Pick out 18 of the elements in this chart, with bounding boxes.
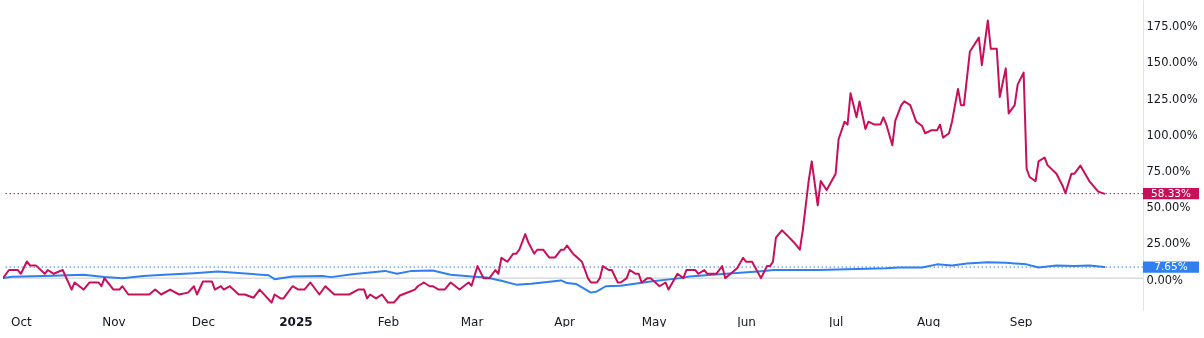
x-tick-label: Oct: [11, 314, 33, 329]
x-tick-label: Jun: [736, 314, 756, 329]
y-tick-label: 75.00%: [1146, 163, 1191, 178]
x-tick-label: Feb: [377, 314, 400, 329]
y-tick-label: 100.00%: [1146, 127, 1198, 142]
ref-line-label: 58.33%: [1150, 186, 1192, 199]
y-tick-label: 25.00%: [1146, 236, 1191, 251]
y-tick-label: 0.00%: [1146, 272, 1184, 287]
y-tick-label: 150.00%: [1146, 55, 1198, 70]
x-tick-label: Mar: [460, 314, 484, 329]
y-tick-label: 50.00%: [1146, 200, 1191, 215]
x-tick-label: Jul: [827, 314, 844, 329]
y-tick-label: 125.00%: [1146, 91, 1198, 106]
x-tick-label: Dec: [191, 314, 216, 329]
ref-line-label: 7.65%: [1154, 260, 1188, 273]
x-tick-label: Nov: [102, 314, 126, 329]
x-tick-label: 2025: [279, 314, 313, 329]
y-tick-label: 175.00%: [1146, 19, 1198, 34]
